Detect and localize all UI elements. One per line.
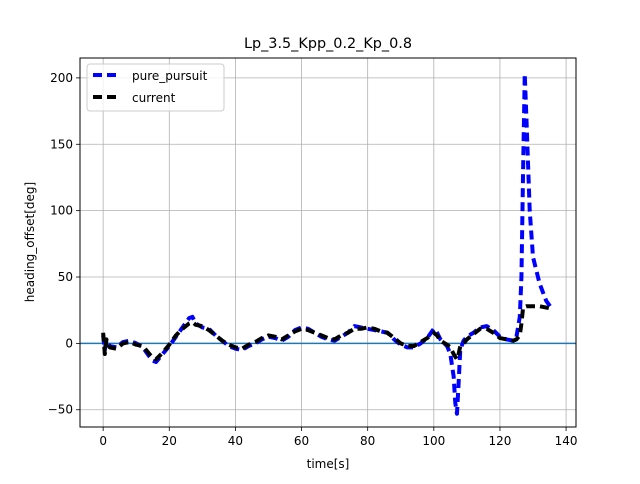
y-tick-label: 200 <box>50 71 73 85</box>
x-tick-label: 20 <box>162 434 177 448</box>
x-tick-label: 140 <box>555 434 578 448</box>
x-tick-label: 0 <box>99 434 107 448</box>
legend-label-pure-pursuit: pure_pursuit <box>132 69 208 83</box>
legend: pure_pursuit current <box>86 63 225 112</box>
y-tick-label: 100 <box>50 204 73 218</box>
chart-title: Lp_3.5_Kpp_0.2_Kp_0.8 <box>244 36 412 52</box>
x-tick-label: 60 <box>294 434 309 448</box>
y-tick-label: 150 <box>50 137 73 151</box>
x-axis-label: time[s] <box>307 457 350 471</box>
x-tick-label: 120 <box>488 434 511 448</box>
y-ticks: −50 0 50 100 150 200 <box>48 71 80 417</box>
y-axis-label: heading_offset[deg] <box>23 182 37 302</box>
x-tick-label: 80 <box>360 434 375 448</box>
axes-background <box>80 58 576 427</box>
legend-frame <box>86 63 225 112</box>
axes-frame <box>79 57 577 428</box>
x-ticks: 0 20 40 60 80 100 120 140 <box>99 427 578 448</box>
x-tick-label: 40 <box>228 434 243 448</box>
y-tick-label: 0 <box>65 336 73 350</box>
legend-label-current: current <box>132 91 176 105</box>
y-tick-label: −50 <box>48 403 73 417</box>
x-tick-label: 100 <box>422 434 445 448</box>
series-layer <box>101 71 555 416</box>
y-tick-label: 50 <box>58 270 73 284</box>
